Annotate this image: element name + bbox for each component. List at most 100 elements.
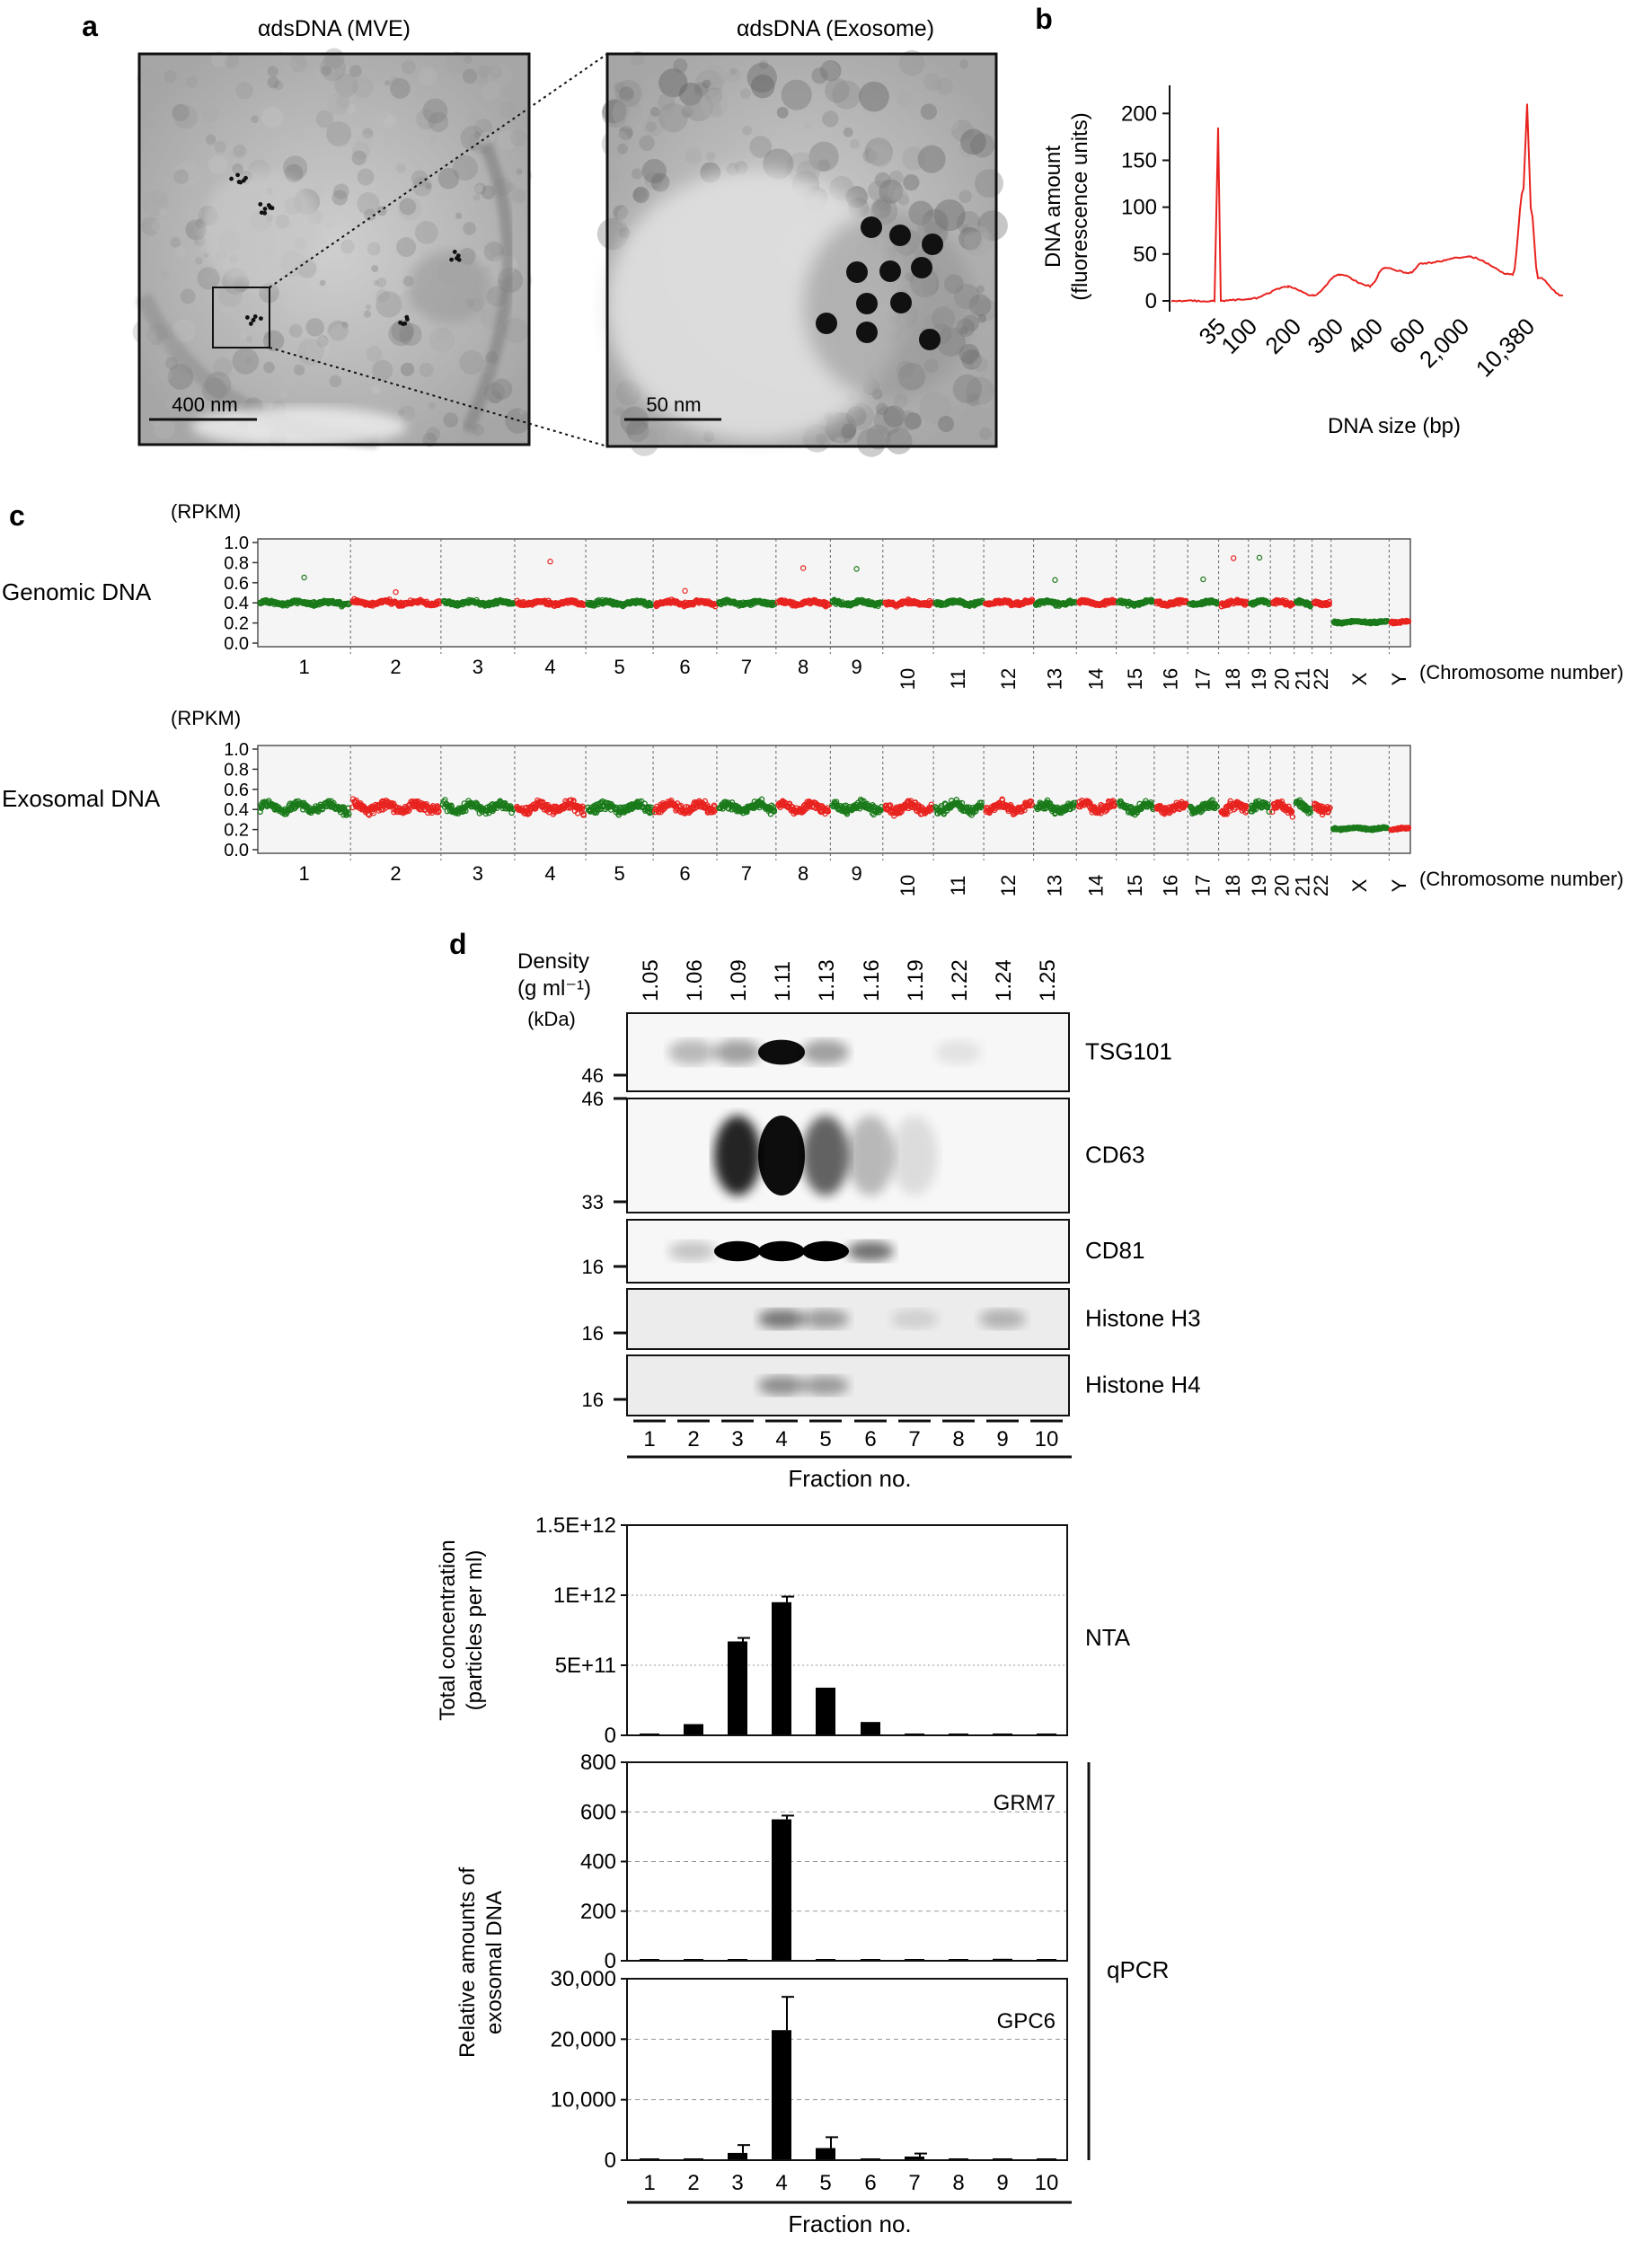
- em-texture-blob: [151, 188, 169, 206]
- em-texture-blob: [866, 424, 891, 450]
- em-texture-blob: [626, 419, 649, 443]
- panel-a-letter: a: [82, 10, 98, 42]
- y-tick-label: 0: [605, 2148, 616, 2173]
- em-texture-blob: [978, 427, 993, 440]
- em-texture-blob: [680, 88, 707, 115]
- em-texture-blob: [174, 246, 186, 258]
- em-texture-blob: [357, 192, 380, 216]
- gold-particle: [879, 260, 901, 282]
- em-texture-blob: [515, 167, 533, 184]
- kda-marker-label: 16: [582, 1389, 604, 1411]
- bar: [684, 1724, 703, 1735]
- em-texture-blob: [362, 128, 374, 139]
- em-texture-blob: [137, 66, 160, 89]
- em-texture-blob: [426, 427, 441, 442]
- em-texture-blob: [615, 407, 624, 416]
- scale-label-right: 50 nm: [646, 393, 701, 416]
- em-texture-blob: [208, 154, 228, 175]
- panel-a-left-title: αdsDNA (MVE): [258, 16, 411, 41]
- fraction-number: 10: [1035, 1427, 1059, 1451]
- c-y-tick-label: 0.0: [224, 841, 249, 860]
- y-tick-label: 10,000: [551, 2088, 616, 2113]
- em-texture-blob: [437, 224, 460, 247]
- em-texture-blob: [331, 190, 348, 206]
- em-texture-blob: [418, 384, 428, 394]
- b-ylabel-1: DNA amount: [1041, 146, 1065, 268]
- em-texture-blob: [856, 428, 887, 457]
- em-texture-blob: [958, 141, 975, 158]
- em-texture-blob: [490, 378, 513, 400]
- em-texture-blob: [195, 257, 203, 265]
- em-texture-blob: [596, 217, 630, 251]
- y-tick-label: 800: [580, 1751, 616, 1775]
- density-value: 1.05: [639, 959, 663, 1001]
- em-texture-blob: [491, 410, 505, 422]
- em-texture-blob: [473, 194, 481, 201]
- em-texture-blob: [614, 79, 642, 108]
- b-y-tick-label: 150: [1121, 148, 1157, 172]
- em-texture-blob: [232, 163, 243, 175]
- em-texture-blob: [959, 190, 972, 204]
- em-texture-blob: [391, 319, 415, 343]
- c-chrom-label: 17: [1191, 668, 1214, 690]
- c-chrom-label: 18: [1222, 668, 1244, 690]
- fraction-number: 4: [775, 2171, 787, 2195]
- b-ylabel-2: (fluorescence units): [1068, 112, 1092, 300]
- em-texture-blob: [399, 405, 416, 422]
- em-texture-blob: [320, 55, 347, 82]
- em-texture-blob: [961, 224, 970, 233]
- em-texture-blob: [960, 128, 986, 155]
- em-texture-blob: [180, 199, 203, 223]
- em-texture-blob: [414, 220, 438, 244]
- em-texture-blob: [285, 288, 311, 313]
- c-y-tick-label: 0.8: [224, 760, 249, 780]
- em-texture-blob: [617, 143, 628, 154]
- panel-d-letter: d: [449, 928, 467, 960]
- gold-particle: [922, 234, 943, 255]
- bar: [772, 2030, 791, 2160]
- c-outlier-point: [393, 588, 399, 596]
- b-x-tick-label: 10,380: [1471, 313, 1540, 382]
- c-chrom-label: 7: [741, 656, 752, 678]
- em-texture-blob: [975, 169, 1004, 199]
- em-texture-blob: [170, 236, 181, 248]
- em-texture-blob: [220, 302, 234, 315]
- c-outlier-point: [799, 565, 807, 571]
- em-texture-blob: [327, 324, 354, 351]
- em-texture-blob: [314, 184, 325, 195]
- kda-marker-label: 33: [582, 1191, 604, 1213]
- em-texture-blob: [489, 390, 502, 404]
- y-tick-label: 400: [580, 1850, 616, 1875]
- em-texture-blob: [192, 56, 217, 81]
- em-texture-blob: [645, 121, 657, 133]
- em-texture-blob: [297, 357, 309, 368]
- em-texture-blob: [473, 131, 481, 139]
- kda-marker-label: 16: [582, 1322, 604, 1345]
- panel-b: b DNA amount (fluorescence units) 200150…: [1035, 3, 1564, 438]
- em-texture-blob: [399, 198, 417, 216]
- gold-particle: [861, 216, 882, 238]
- em-texture-blob: [750, 74, 775, 99]
- c-chrom-label: 8: [798, 656, 808, 678]
- em-texture-blob: [620, 406, 649, 436]
- em-texture-blob: [948, 118, 959, 129]
- bar: [816, 1687, 835, 1735]
- c-chrom-label: 17: [1191, 875, 1214, 896]
- c-chrom-label: 18: [1222, 875, 1244, 896]
- em-texture-blob: [271, 51, 290, 71]
- em-texture-blob: [305, 335, 331, 361]
- fraction-number: 5: [819, 2171, 831, 2195]
- panel-a-right-title: αdsDNA (Exosome): [737, 16, 934, 41]
- c-chrom-label: 4: [544, 862, 555, 885]
- em-texture-blob: [664, 425, 686, 448]
- fraction-number: 1: [643, 1427, 655, 1451]
- c-y-tick-label: 1.0: [224, 740, 249, 760]
- blot-band: [802, 1309, 849, 1329]
- c-rpkm-label: (RPKM): [171, 707, 241, 729]
- em-texture-blob: [932, 78, 943, 91]
- blot-band: [891, 1309, 938, 1329]
- c-chrom-label: 9: [851, 656, 861, 678]
- blot-band: [714, 1039, 761, 1065]
- em-texture-blob: [811, 67, 828, 84]
